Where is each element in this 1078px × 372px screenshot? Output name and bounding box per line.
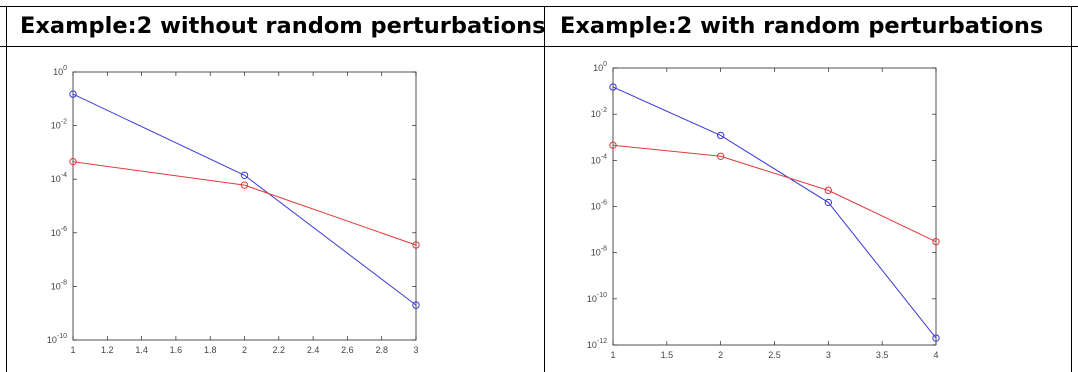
y-tick-label: 10-8 xyxy=(591,246,607,258)
data-point-0 xyxy=(609,83,617,91)
y-tick-label: 100 xyxy=(53,65,67,77)
x-tick-label: 2.5 xyxy=(768,350,781,360)
data-point-1 xyxy=(412,241,420,249)
data-point-0 xyxy=(69,90,77,98)
data-point-1 xyxy=(609,141,617,149)
y-tick-label: 10-4 xyxy=(591,153,607,165)
data-point-0 xyxy=(932,334,940,342)
y-tick-label: 10-4 xyxy=(51,172,67,184)
x-tick-label: 2 xyxy=(718,350,723,360)
x-tick-label: 3.5 xyxy=(876,350,889,360)
plot-axes-box xyxy=(612,67,937,346)
data-point-1 xyxy=(932,237,940,246)
y-tick-label: 10-12 xyxy=(587,338,607,350)
series-line-1 xyxy=(612,144,937,243)
x-tick-label: 2.6 xyxy=(341,345,354,355)
x-tick-label: 1.6 xyxy=(170,345,183,355)
header-divider xyxy=(0,46,1078,47)
x-tick-label: 1.5 xyxy=(661,350,674,360)
x-tick-label: 4 xyxy=(933,350,938,360)
x-tick-label: 2.2 xyxy=(273,345,286,355)
y-tick-label: 10-10 xyxy=(47,333,67,345)
x-tick-label: 1.4 xyxy=(135,345,148,355)
data-point-1 xyxy=(240,181,249,189)
series-line-0 xyxy=(72,93,417,306)
y-tick-label: 10-10 xyxy=(587,292,607,304)
x-tick-label: 1 xyxy=(70,345,75,355)
x-tick-label: 2 xyxy=(242,345,247,355)
data-point-0 xyxy=(412,301,420,309)
y-tick-label: 10-6 xyxy=(51,226,67,238)
y-tick-label: 10-6 xyxy=(591,200,607,212)
table-top-border xyxy=(0,6,1078,7)
plot-axes-box xyxy=(72,71,417,341)
data-point-0 xyxy=(824,198,833,207)
data-point-0 xyxy=(240,171,249,179)
x-tick-label: 2.8 xyxy=(375,345,388,355)
data-point-0 xyxy=(716,131,725,140)
x-tick-label: 2.4 xyxy=(307,345,320,355)
x-tick-label: 3 xyxy=(826,350,831,360)
table-right-border xyxy=(1071,6,1072,372)
x-tick-label: 1 xyxy=(610,350,615,360)
table-left-border xyxy=(6,6,7,372)
y-tick-label: 10-2 xyxy=(51,119,67,131)
data-point-1 xyxy=(716,152,725,160)
x-tick-label: 1.8 xyxy=(204,345,217,355)
column-divider xyxy=(544,6,545,372)
x-tick-label: 3 xyxy=(413,345,418,355)
header-left-title: Example:2 without random perturbations xyxy=(20,13,546,39)
data-point-1 xyxy=(69,157,77,166)
y-tick-label: 10-8 xyxy=(51,279,67,291)
header-right-title: Example:2 with random perturbations xyxy=(560,13,1044,39)
x-tick-label: 1.2 xyxy=(101,345,114,355)
series-line-1 xyxy=(72,161,417,246)
data-point-1 xyxy=(824,186,833,195)
y-tick-label: 100 xyxy=(593,61,607,73)
series-line-0 xyxy=(612,86,937,339)
y-tick-label: 10-2 xyxy=(591,107,607,119)
